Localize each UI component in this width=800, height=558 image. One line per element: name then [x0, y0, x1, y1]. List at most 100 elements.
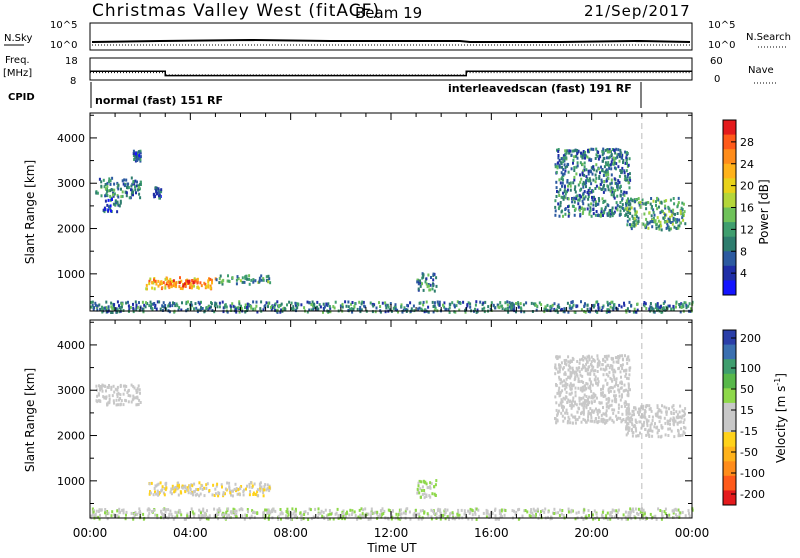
data-cell	[688, 514, 691, 518]
data-cell	[248, 282, 251, 286]
colorbar-swatch	[723, 461, 736, 477]
data-cell	[427, 513, 430, 517]
data-cell	[572, 357, 575, 361]
data-cell	[609, 209, 612, 212]
data-cell	[667, 427, 670, 431]
data-cell	[610, 377, 613, 381]
data-cell	[628, 368, 631, 372]
data-cell	[227, 274, 229, 278]
data-cell	[554, 165, 557, 169]
data-cell	[391, 509, 394, 513]
data-cell	[585, 168, 588, 172]
data-cell	[565, 358, 568, 362]
data-cell	[560, 308, 562, 312]
data-cell	[627, 417, 630, 421]
data-cell	[214, 487, 217, 491]
data-cell	[302, 517, 305, 521]
data-cell	[642, 513, 645, 517]
data-cell	[562, 514, 565, 518]
data-cell	[640, 405, 643, 409]
data-cell	[653, 515, 655, 519]
data-cell	[644, 302, 647, 306]
data-cell	[628, 176, 631, 180]
data-cell	[235, 509, 238, 513]
data-cell	[681, 414, 684, 418]
data-cell	[519, 302, 522, 306]
data-cell	[351, 509, 354, 513]
data-cell	[610, 208, 613, 212]
data-cell	[125, 510, 128, 514]
data-cell	[138, 301, 140, 305]
data-cell	[656, 216, 659, 220]
data-cell	[190, 301, 193, 304]
data-cell	[614, 306, 617, 310]
data-cell	[118, 398, 120, 402]
data-cell	[429, 495, 432, 499]
data-cell	[124, 384, 127, 388]
data-cell	[603, 183, 605, 187]
data-cell	[222, 492, 225, 496]
data-cell	[592, 165, 595, 169]
data-cell	[676, 226, 679, 230]
data-cell	[583, 356, 586, 360]
data-cell	[215, 513, 217, 517]
data-cell	[596, 410, 599, 413]
data-cell	[336, 507, 339, 511]
data-cell	[285, 514, 288, 518]
data-cell	[161, 485, 164, 489]
data-cell	[553, 507, 556, 511]
data-cell	[499, 515, 502, 519]
data-cell	[114, 199, 117, 203]
data-cell	[416, 280, 419, 284]
data-cell	[619, 370, 622, 374]
data-cell	[567, 398, 570, 402]
data-cell	[677, 415, 680, 419]
data-cell	[611, 306, 614, 310]
data-cell	[186, 307, 189, 311]
data-cell	[251, 509, 254, 513]
data-cell	[276, 308, 279, 312]
data-cell	[397, 310, 399, 314]
data-cell	[642, 415, 645, 419]
data-cell	[164, 277, 167, 281]
data-cell	[554, 395, 557, 399]
data-cell	[286, 303, 288, 307]
data-cell	[569, 404, 572, 407]
data-cell	[164, 508, 167, 512]
data-cell	[645, 307, 648, 310]
data-cell	[667, 205, 670, 209]
data-cell	[649, 512, 652, 516]
data-cell	[610, 186, 613, 190]
data-cell	[613, 384, 616, 388]
data-cell	[628, 300, 631, 304]
data-cell	[540, 510, 542, 514]
data-cell	[228, 485, 231, 489]
data-cell	[353, 510, 356, 514]
data-cell	[598, 199, 601, 203]
colorbar-tick-label: 50	[740, 383, 754, 396]
data-cell	[627, 415, 630, 419]
data-cell	[662, 216, 665, 220]
data-cell	[359, 308, 361, 311]
data-cell	[360, 302, 363, 306]
data-cell	[106, 203, 109, 207]
data-cell	[661, 513, 663, 517]
data-cell	[579, 161, 582, 165]
data-cell	[116, 300, 119, 304]
data-cell	[651, 415, 654, 419]
data-cell	[665, 213, 668, 217]
data-cell	[670, 307, 673, 311]
data-cell	[94, 303, 97, 307]
data-cell	[558, 158, 561, 162]
data-cell	[559, 181, 562, 185]
data-cell	[329, 512, 331, 516]
data-cell	[625, 427, 628, 431]
data-cell	[410, 307, 413, 311]
data-cell	[590, 355, 593, 359]
data-cell	[262, 308, 265, 312]
data-cell	[567, 419, 569, 423]
data-cell	[628, 157, 631, 161]
data-cell	[142, 517, 145, 521]
data-cell	[642, 404, 645, 408]
data-cell	[601, 197, 604, 201]
